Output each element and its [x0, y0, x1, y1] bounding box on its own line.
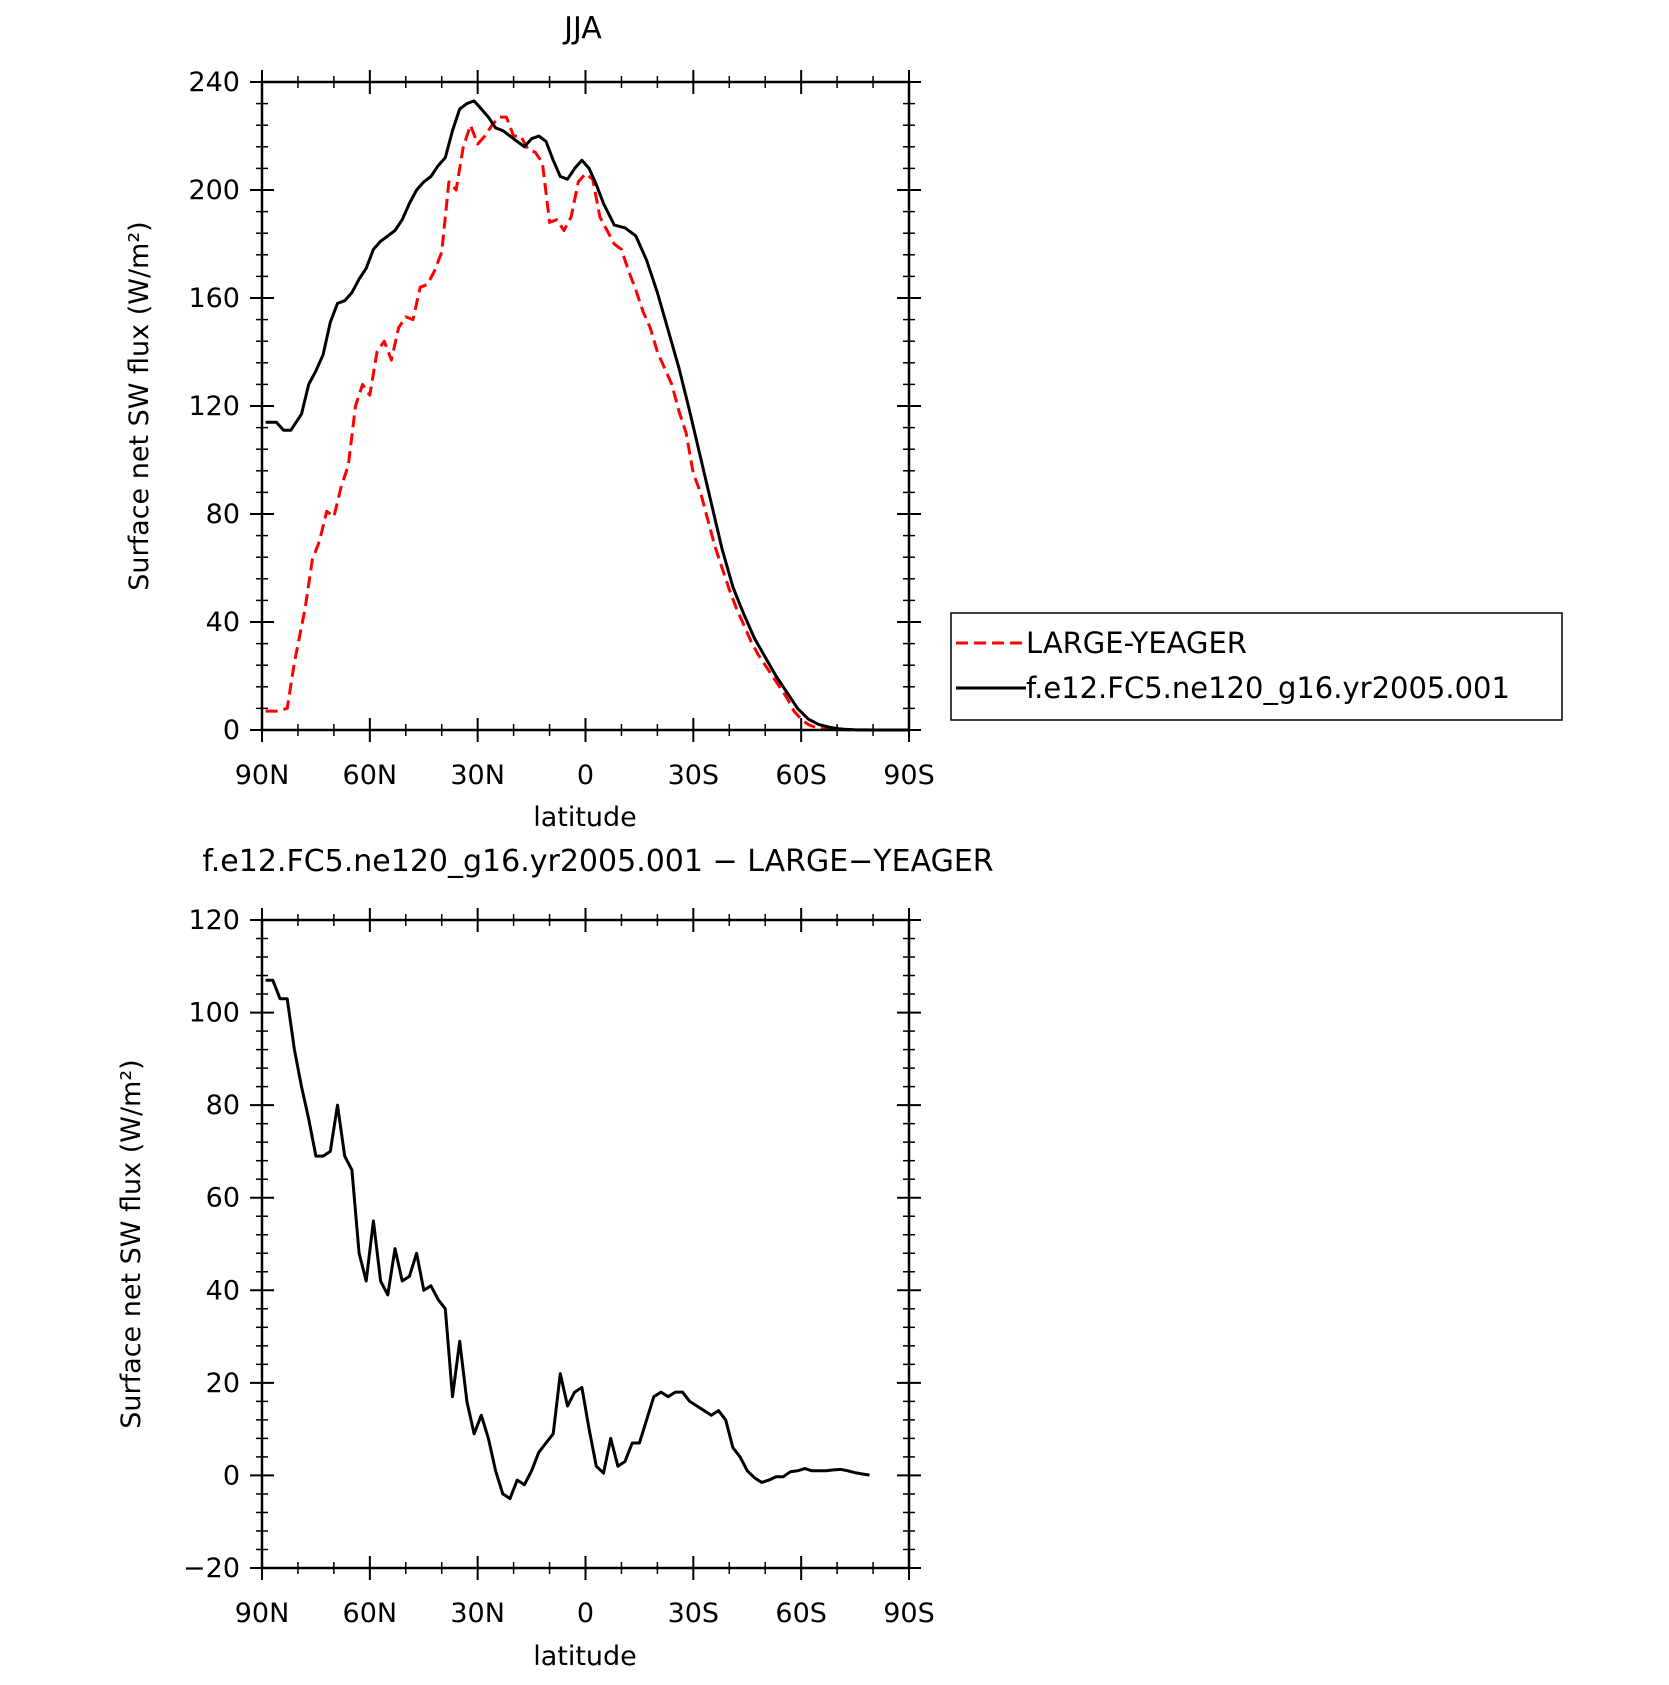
x-tick-label: 90N	[235, 760, 290, 791]
x-tick-label: 30S	[668, 760, 720, 791]
bottom-panel-y-tick-labels: −20 0 20 40 60 80 100 120	[183, 905, 240, 1584]
top-panel-ticks	[250, 70, 921, 742]
top-panel-title: JJA	[562, 11, 602, 46]
series-line-difference	[265, 978, 870, 1501]
series-line-f-e12-fc5-ne120-g16-yr2005-001	[265, 99, 909, 732]
y-tick-label: 0	[223, 1460, 240, 1491]
top-panel-x-tick-labels: 90N 60N 30N 0 30S 60S 90S	[235, 760, 935, 791]
x-tick-label: 90S	[883, 760, 935, 791]
y-tick-label: 160	[188, 283, 240, 314]
legend-label-model: f.e12.FC5.ne120_g16.yr2005.001	[1026, 671, 1510, 705]
top-panel-y-axis-label: Surface net SW flux (W/m²)	[124, 221, 155, 590]
top-panel-y-tick-labels: 0 40 80 120 160 200 240	[188, 67, 240, 746]
series-line-large-yeager	[265, 115, 909, 732]
top-panel: JJA 90N 60N 30N 0 30S 60S 90S 0 40 80 120 160 200 24…	[124, 11, 1563, 833]
top-panel-series	[265, 99, 909, 732]
legend-label-large-yeager: LARGE-YEAGER	[1026, 626, 1247, 660]
bottom-panel-plot-frame	[260, 918, 911, 1570]
x-tick-label: 60N	[343, 760, 398, 791]
bottom-panel-ticks	[250, 908, 921, 1580]
bottom-panel-series	[265, 978, 870, 1501]
x-tick-label: 60S	[775, 760, 827, 791]
bottom-panel: f.e12.FC5.ne120_g16.yr2005.001 − LARGE−Y…	[116, 844, 994, 1672]
bottom-panel-title: f.e12.FC5.ne120_g16.yr2005.001 − LARGE−Y…	[202, 844, 993, 879]
y-tick-label: 80	[206, 1090, 240, 1121]
x-tick-label: 30N	[450, 760, 505, 791]
y-tick-label: 60	[206, 1183, 240, 1214]
bottom-panel-y-axis-label: Surface net SW flux (W/m²)	[116, 1059, 147, 1428]
x-tick-label: 0	[577, 760, 594, 791]
top-panel-x-axis-label: latitude	[533, 802, 637, 833]
y-tick-label: 240	[188, 67, 240, 98]
y-tick-label: 40	[206, 1275, 240, 1306]
x-tick-label: 0	[577, 1598, 594, 1629]
x-tick-label: 30N	[450, 1598, 505, 1629]
bottom-panel-x-tick-labels: 90N 60N 30N 0 30S 60S 90S	[235, 1598, 935, 1629]
legend: LARGE-YEAGER f.e12.FC5.ne120_g16.yr2005.…	[950, 612, 1563, 721]
x-tick-label: 90S	[883, 1598, 935, 1629]
y-tick-label: 80	[206, 499, 240, 530]
y-tick-label: 120	[188, 905, 240, 936]
y-tick-label: 120	[188, 391, 240, 422]
bottom-panel-x-axis-label: latitude	[533, 1641, 637, 1672]
x-tick-label: 60S	[775, 1598, 827, 1629]
y-tick-label: 20	[206, 1368, 240, 1399]
y-tick-label: 200	[188, 175, 240, 206]
y-tick-label: 100	[188, 998, 240, 1029]
x-tick-label: 90N	[235, 1598, 290, 1629]
y-tick-label: 0	[223, 715, 240, 746]
y-tick-label: 40	[206, 607, 240, 638]
y-tick-label: −20	[183, 1553, 240, 1584]
legend-box	[950, 612, 1563, 721]
x-tick-label: 30S	[668, 1598, 720, 1629]
x-tick-label: 60N	[343, 1598, 398, 1629]
top-panel-plot-frame	[260, 80, 911, 732]
